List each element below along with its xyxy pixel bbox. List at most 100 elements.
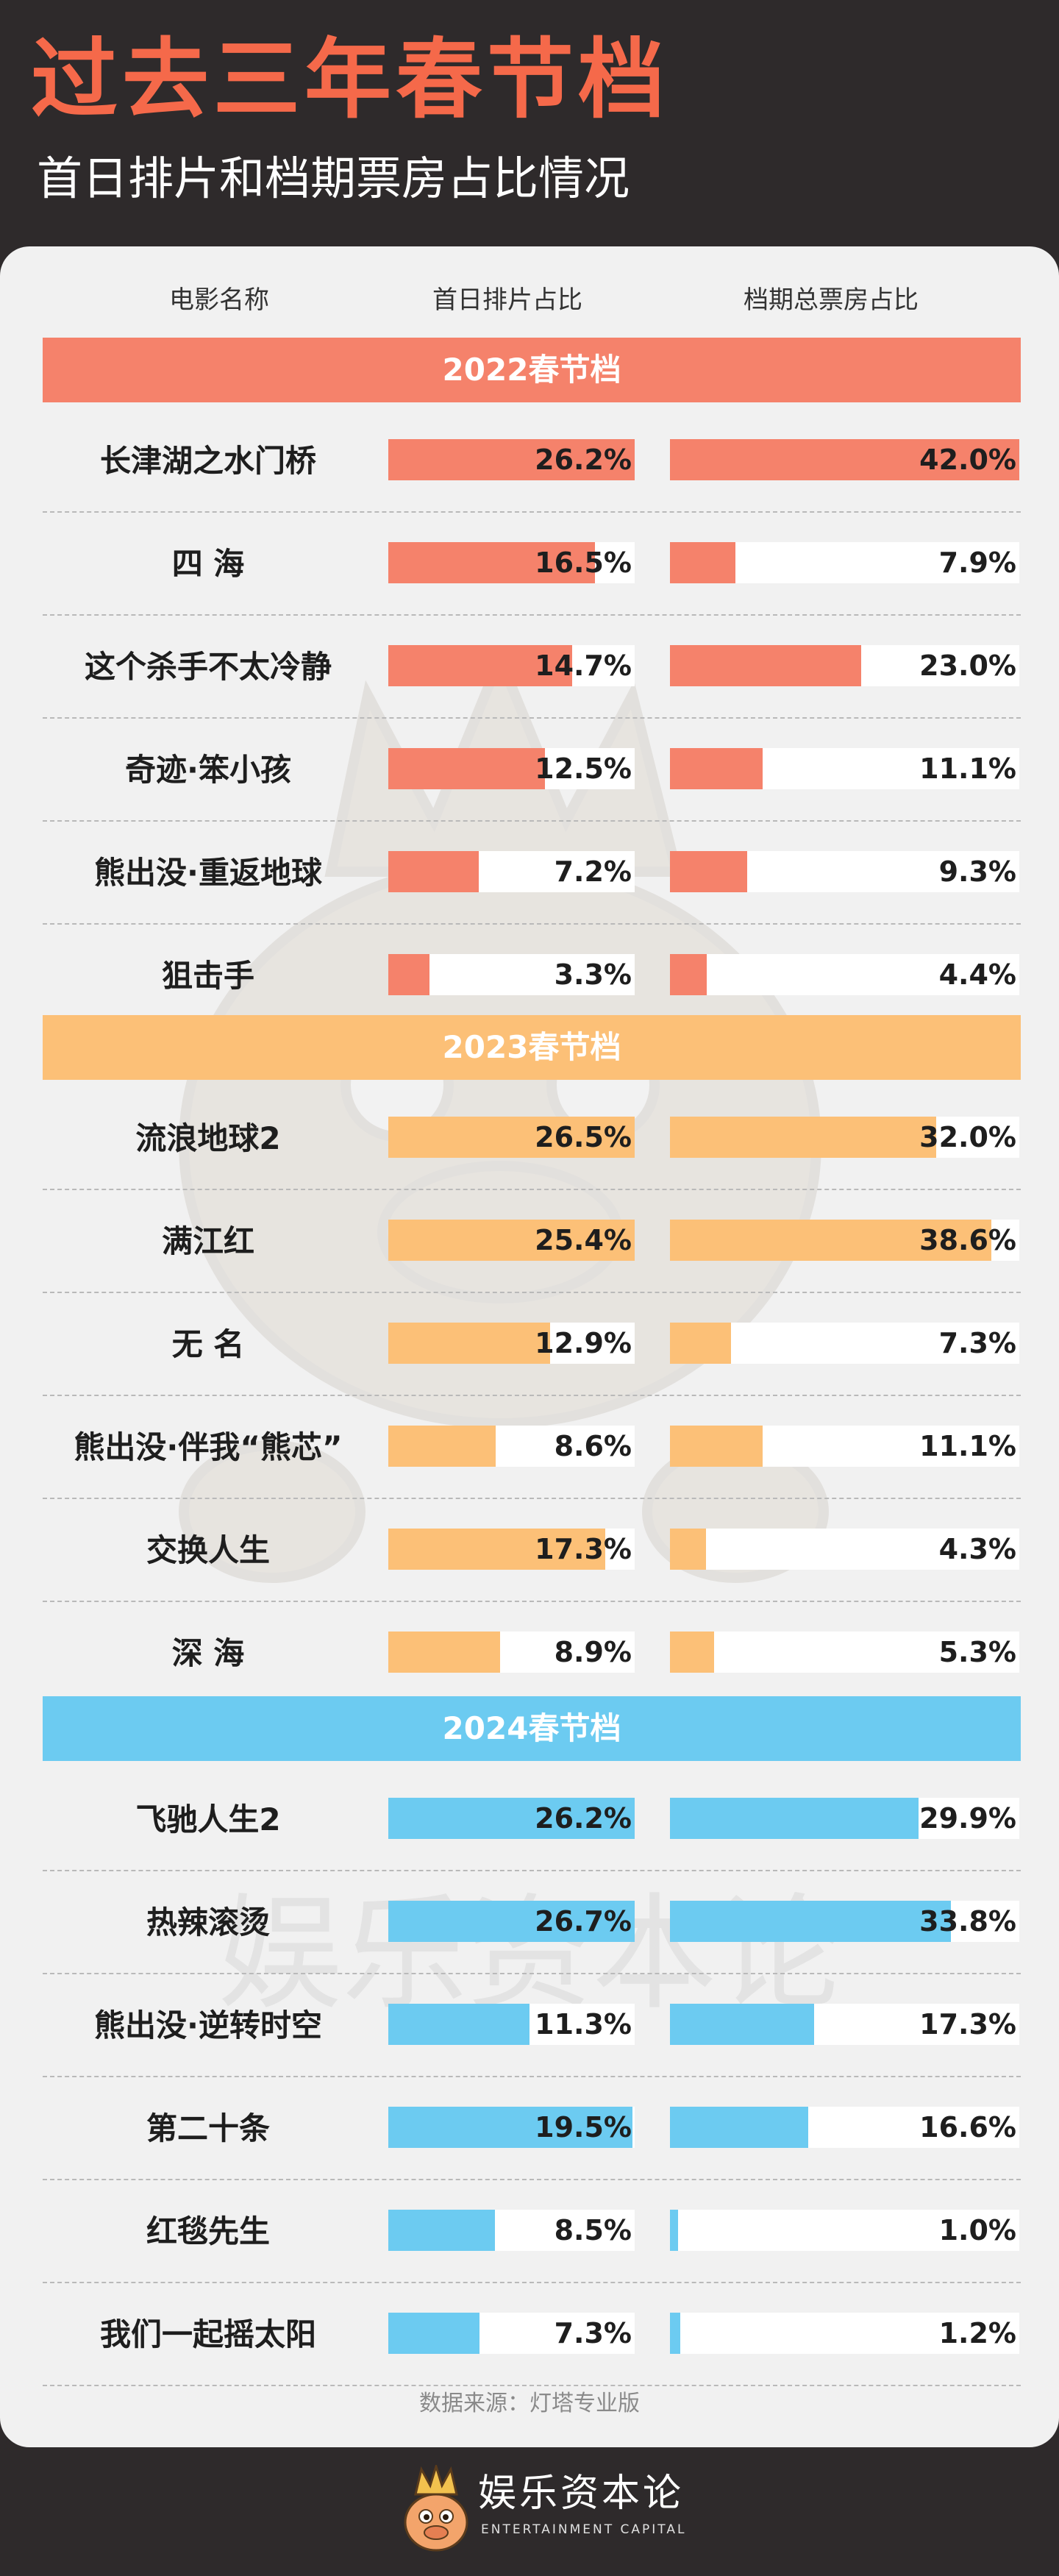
total-bar [670, 1901, 952, 1942]
day1-bar [388, 1901, 635, 1942]
day1-bar [388, 542, 595, 583]
day1-bar-track: 8.5% [388, 2210, 635, 2251]
total-bar [670, 1220, 991, 1261]
day1-bar-label: 7.3% [554, 2317, 632, 2349]
total-bar [670, 954, 707, 995]
day1-bar-track: 17.3% [388, 1529, 635, 1570]
day1-bar [388, 1323, 550, 1364]
day1-bar-track: 14.7% [388, 645, 635, 686]
total-bar-label: 9.3% [938, 855, 1016, 888]
movie-row: 四 海 16.5% 7.9% [43, 513, 1021, 616]
day1-bar [388, 645, 573, 686]
day1-bar-track: 19.5% [388, 2107, 635, 2148]
row-divider [43, 2385, 1021, 2386]
page-title: 过去三年春节档 [31, 29, 670, 130]
movie-row: 熊出没·逆转时空 11.3% 17.3% [43, 1974, 1021, 2077]
row-divider [43, 511, 1021, 513]
total-bar [670, 645, 862, 686]
day1-bar-label: 26.7% [535, 1905, 632, 1938]
page-subtitle: 首日排片和档期票房占比情况 [37, 152, 630, 205]
total-bar-track: 11.1% [670, 1426, 1019, 1467]
movie-name: 交换人生 [146, 1532, 270, 1568]
movie-row: 我们一起摇太阳 7.3% 1.2% [43, 2283, 1021, 2386]
row-divider [43, 923, 1021, 925]
day1-bar-track: 26.7% [388, 1901, 635, 1942]
day1-bar [388, 748, 545, 789]
total-bar-track: 17.3% [670, 2004, 1019, 2045]
total-bar-track: 5.3% [670, 1632, 1019, 1673]
movie-name: 流浪地球2 [135, 1120, 281, 1156]
movie-row: 这个杀手不太冷静 14.7% 23.0% [43, 616, 1021, 719]
logo-name: 娱乐资本论 [478, 2472, 685, 2516]
section-header: 2022春节档 [43, 338, 1021, 402]
day1-bar-label: 12.5% [535, 752, 632, 785]
day1-bar [388, 1220, 635, 1261]
movie-name: 无 名 [171, 1326, 245, 1362]
row-divider [43, 1498, 1021, 1499]
total-bar-track: 1.2% [670, 2313, 1019, 2354]
total-bar [670, 2004, 814, 2045]
row-divider [43, 614, 1021, 616]
total-bar-label: 17.3% [919, 2008, 1016, 2040]
total-bar-track: 42.0% [670, 439, 1019, 480]
total-bar [670, 2313, 680, 2354]
row-divider [43, 1395, 1021, 1396]
total-bar-track: 4.3% [670, 1529, 1019, 1570]
total-bar [670, 1529, 706, 1570]
movie-row: 奇迹·笨小孩 12.5% 11.1% [43, 719, 1021, 822]
day1-bar-track: 7.2% [388, 851, 635, 892]
day1-bar-label: 26.5% [535, 1121, 632, 1153]
movie-row: 狙击手 3.3% 4.4% [43, 925, 1021, 1028]
day1-bar-track: 8.6% [388, 1426, 635, 1467]
movie-name: 熊出没·重返地球 [94, 855, 322, 891]
total-bar [670, 851, 748, 892]
movie-name: 长津湖之水门桥 [99, 443, 316, 479]
day1-bar-label: 8.5% [554, 2214, 632, 2246]
total-bar [670, 1323, 731, 1364]
total-bar-label: 29.9% [919, 1802, 1016, 1835]
day1-bar [388, 1426, 496, 1467]
row-divider [43, 717, 1021, 719]
row-divider [43, 820, 1021, 822]
movie-name: 热辣滚烫 [146, 1904, 270, 1940]
day1-bar-label: 19.5% [535, 2111, 632, 2143]
day1-bar-label: 17.3% [535, 1533, 632, 1565]
total-bar-track: 9.3% [670, 851, 1019, 892]
total-bar [670, 2210, 679, 2251]
movie-row: 长津湖之水门桥 26.2% 42.0% [43, 410, 1021, 513]
movie-name: 奇迹·笨小孩 [125, 752, 291, 788]
section-header: 2024春节档 [43, 1696, 1021, 1761]
day1-bar-track: 26.2% [388, 439, 635, 480]
total-bar [670, 1426, 763, 1467]
day1-bar-track: 3.3% [388, 954, 635, 995]
total-bar-track: 23.0% [670, 645, 1019, 686]
total-bar-label: 4.3% [938, 1533, 1016, 1565]
total-bar-label: 1.0% [938, 2214, 1016, 2246]
total-bar-label: 33.8% [919, 1905, 1016, 1938]
total-bar [670, 542, 736, 583]
chart-panel: 娱乐资本论 电影名称 首日排片占比 档期总票房占比 2022春节档 长津湖之水门桥… [0, 246, 1059, 2447]
row-divider [43, 2282, 1021, 2283]
row-divider [43, 2179, 1021, 2180]
day1-bar [388, 2313, 480, 2354]
movie-row: 流浪地球2 26.5% 32.0% [43, 1087, 1021, 1190]
day1-bar [388, 954, 430, 995]
total-bar-track: 1.0% [670, 2210, 1019, 2251]
row-divider [43, 1292, 1021, 1293]
movie-row: 红毯先生 8.5% 1.0% [43, 2180, 1021, 2283]
movie-row: 熊出没·重返地球 7.2% 9.3% [43, 822, 1021, 925]
total-bar-label: 7.3% [938, 1327, 1016, 1359]
movie-name: 红毯先生 [146, 2213, 270, 2249]
movie-name: 四 海 [171, 546, 245, 582]
logo-subtitle: ENTERTAINMENT CAPITAL [481, 2522, 687, 2537]
day1-bar-track: 25.4% [388, 1220, 635, 1261]
total-bar-label: 11.1% [919, 1430, 1016, 1462]
movie-name: 我们一起摇太阳 [99, 2316, 316, 2352]
movie-row: 满江红 25.4% 38.6% [43, 1190, 1021, 1293]
day1-bar-label: 11.3% [535, 2008, 632, 2040]
footer: 娱乐资本论 ENTERTAINMENT CAPITAL [0, 2447, 1059, 2576]
total-bar-track: 4.4% [670, 954, 1019, 995]
column-header-total: 档期总票房占比 [744, 285, 919, 315]
mascot-logo-icon [404, 2465, 468, 2552]
column-header-name: 电影名称 [169, 285, 269, 315]
